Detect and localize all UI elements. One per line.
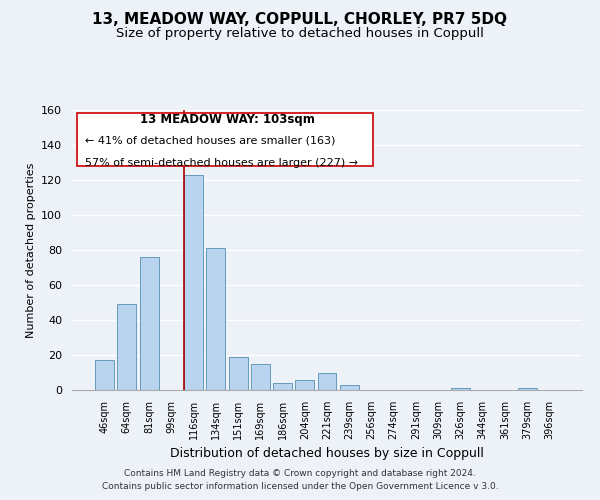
Bar [340,385,359,390]
Bar [206,248,225,390]
Bar [140,257,158,390]
Text: ← 41% of detached houses are smaller (163): ← 41% of detached houses are smaller (16… [85,135,335,145]
Bar [95,360,114,390]
Text: 57% of semi-detached houses are larger (227) →: 57% of semi-detached houses are larger (… [85,158,358,168]
Bar [451,388,470,390]
Bar [518,388,536,390]
Text: Contains public sector information licensed under the Open Government Licence v : Contains public sector information licen… [101,482,499,491]
Y-axis label: Number of detached properties: Number of detached properties [26,162,35,338]
Text: Size of property relative to detached houses in Coppull: Size of property relative to detached ho… [116,28,484,40]
Bar [317,372,337,390]
Text: 13, MEADOW WAY, COPPULL, CHORLEY, PR7 5DQ: 13, MEADOW WAY, COPPULL, CHORLEY, PR7 5D… [92,12,508,28]
Text: 13 MEADOW WAY: 103sqm: 13 MEADOW WAY: 103sqm [140,113,315,126]
FancyBboxPatch shape [77,113,373,166]
Bar [229,357,248,390]
Bar [295,380,314,390]
Text: Contains HM Land Registry data © Crown copyright and database right 2024.: Contains HM Land Registry data © Crown c… [124,468,476,477]
Bar [184,175,203,390]
Bar [118,304,136,390]
X-axis label: Distribution of detached houses by size in Coppull: Distribution of detached houses by size … [170,448,484,460]
Bar [273,383,292,390]
Bar [251,364,270,390]
